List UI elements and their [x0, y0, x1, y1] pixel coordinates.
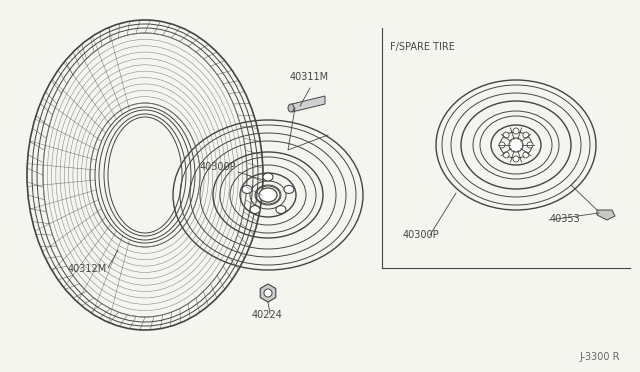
Text: 40300P: 40300P: [403, 230, 440, 240]
Text: F/SPARE TIRE: F/SPARE TIRE: [390, 42, 455, 52]
Polygon shape: [260, 284, 276, 302]
Text: 40311M: 40311M: [290, 72, 329, 82]
Ellipse shape: [503, 152, 509, 158]
Ellipse shape: [509, 138, 523, 152]
Polygon shape: [292, 96, 325, 112]
Ellipse shape: [242, 185, 252, 193]
Ellipse shape: [523, 132, 529, 138]
Ellipse shape: [276, 206, 286, 214]
Ellipse shape: [513, 128, 519, 134]
Text: 40224: 40224: [252, 310, 283, 320]
Ellipse shape: [284, 185, 294, 193]
Ellipse shape: [503, 132, 509, 138]
Ellipse shape: [250, 206, 260, 214]
Text: J-3300 R: J-3300 R: [579, 352, 620, 362]
Ellipse shape: [259, 188, 277, 202]
Text: 40353: 40353: [550, 214, 580, 224]
Ellipse shape: [288, 104, 294, 112]
Ellipse shape: [527, 142, 533, 148]
Text: 40312M: 40312M: [68, 264, 108, 274]
Text: 40300P: 40300P: [200, 162, 237, 172]
Polygon shape: [597, 210, 615, 220]
Ellipse shape: [264, 289, 272, 297]
Ellipse shape: [523, 152, 529, 158]
Ellipse shape: [263, 173, 273, 181]
Ellipse shape: [499, 142, 505, 148]
Ellipse shape: [513, 156, 519, 162]
